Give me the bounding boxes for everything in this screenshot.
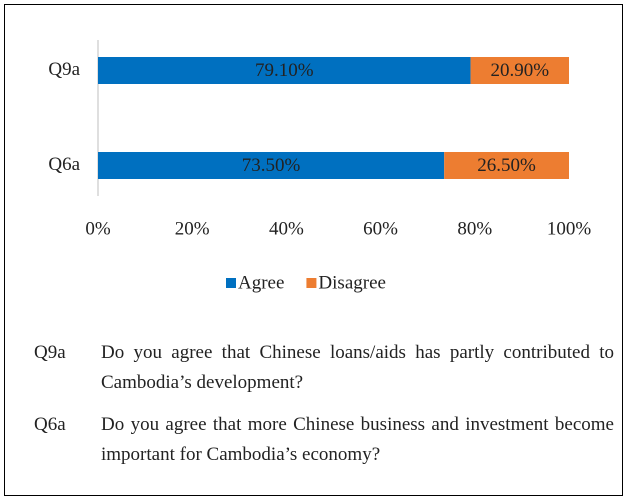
legend-swatch xyxy=(226,278,236,288)
x-tick-label: 100% xyxy=(547,218,592,239)
y-tick-label: Q6a xyxy=(48,154,80,175)
data-label: 20.90% xyxy=(490,60,549,81)
x-tick-label: 80% xyxy=(457,218,492,239)
note-text: Do you agree that more Chinese business … xyxy=(101,414,614,465)
data-label: 79.10% xyxy=(255,60,314,81)
note-code: Q9a xyxy=(34,342,66,363)
bar-segment xyxy=(444,152,569,179)
note-text: Do you agree that Chinese loans/aids has… xyxy=(101,342,614,393)
x-tick-label: 20% xyxy=(175,218,210,239)
x-tick-label: 0% xyxy=(85,218,111,239)
x-tick-label: 60% xyxy=(363,218,398,239)
x-tick-label: 40% xyxy=(269,218,304,239)
note: Q9a Do you agree that Chinese loans/aids… xyxy=(34,338,614,398)
data-label: 26.50% xyxy=(477,155,536,176)
note-code: Q6a xyxy=(34,414,66,435)
legend-label: Disagree xyxy=(318,272,386,293)
data-label: 73.50% xyxy=(242,155,301,176)
note: Q6a Do you agree that more Chinese busin… xyxy=(34,410,614,470)
frame xyxy=(4,4,623,496)
legend-swatch xyxy=(306,278,317,288)
bar-segment xyxy=(470,57,569,84)
bar-segment xyxy=(98,57,471,84)
legend-label: Agree xyxy=(238,272,284,293)
bar-segment xyxy=(98,152,445,179)
y-tick-label: Q9a xyxy=(48,59,80,80)
